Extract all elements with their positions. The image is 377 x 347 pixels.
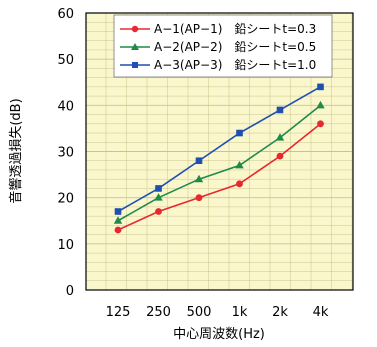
data-point (155, 185, 162, 192)
x-tick-label: 1k (232, 305, 248, 320)
y-tick-label: 30 (57, 146, 74, 161)
legend-marker-1 (131, 25, 139, 33)
y-tick-label: 50 (57, 53, 74, 68)
x-tick-label: 4k (313, 305, 329, 320)
data-point (195, 157, 203, 165)
legend-label-3: A−3(AP−3) 鉛シートt=1.0 (154, 58, 316, 72)
legend-marker-2 (131, 43, 139, 50)
legend-box (113, 14, 333, 78)
data-point (154, 193, 163, 201)
series-group (113, 83, 325, 234)
data-point (276, 106, 284, 114)
data-point (316, 100, 325, 109)
data-point (155, 208, 162, 215)
x-tick-label: 125 (106, 305, 131, 320)
x-tick-label: 250 (146, 305, 171, 320)
x-axis-title: 中心周波数(Hz) (173, 327, 265, 342)
series-2 (113, 100, 325, 224)
legend-label-2: A−2(AP−2) 鉛シートt=0.5 (154, 40, 316, 54)
plot-frame (85, 12, 354, 291)
data-point (114, 226, 122, 234)
series-1 (114, 120, 324, 234)
y-axis: 0 10 20 30 40 50 60 (57, 7, 74, 299)
y-tick-label: 60 (57, 7, 74, 22)
series-line (117, 86, 321, 213)
y-axis-title: 音響透過損失(dB) (8, 98, 24, 203)
y-tick-label: 40 (57, 99, 74, 114)
data-point (114, 208, 122, 215)
y-tick-label: 10 (57, 238, 74, 253)
y-tick-label: 0 (66, 284, 74, 299)
series-line (117, 104, 321, 222)
data-point (113, 216, 123, 224)
data-point (276, 152, 284, 160)
series-3 (114, 83, 324, 215)
series-line (117, 123, 321, 231)
x-tick-label: 500 (187, 305, 212, 320)
legend-marker-3 (132, 62, 138, 68)
x-axis: 125 250 500 1k 2k 4k (106, 305, 329, 320)
data-point (317, 120, 324, 128)
legend-item-2: A−2(AP−2) 鉛シートt=0.5 (120, 40, 316, 54)
data-point (195, 194, 203, 202)
legend-item-1: A−1(AP−1) 鉛シートt=0.3 (120, 22, 316, 36)
data-point (235, 160, 244, 169)
data-point (236, 180, 243, 188)
legend-item-3: A−3(AP−3) 鉛シートt=1.0 (120, 58, 316, 72)
data-point (194, 174, 204, 183)
legend-label-1: A−1(AP−1) 鉛シートt=0.3 (154, 22, 316, 36)
x-tick-label: 2k (272, 305, 288, 320)
y-tick-label: 20 (57, 192, 74, 207)
data-point (317, 83, 324, 91)
data-point (275, 133, 285, 141)
data-point (236, 129, 243, 137)
legend: A−1(AP−1) 鉛シートt=0.3 A−2(AP−2) 鉛シートt=0.5 … (113, 14, 333, 78)
